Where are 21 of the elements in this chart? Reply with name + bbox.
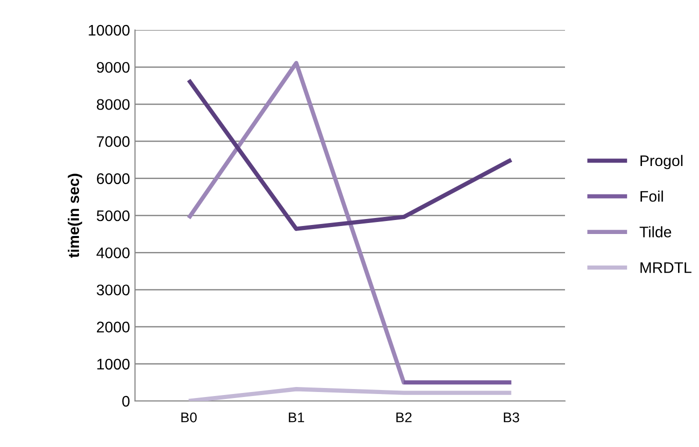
legend-label: MRDTL <box>640 262 692 273</box>
x-tick-label: B0 <box>181 412 197 422</box>
y-tick-label: 1000 <box>97 358 130 370</box>
legend-label: Tilde <box>640 226 672 238</box>
y-tick-label: 0 <box>122 396 130 407</box>
y-tick-label: 9000 <box>96 62 130 73</box>
x-tick-label: B1 <box>288 412 304 422</box>
y-tick-label: 6000 <box>96 173 130 184</box>
y-tick-label: 5000 <box>96 210 130 222</box>
y-tick-label: 10000 <box>88 24 130 36</box>
x-tick-label: B2 <box>396 412 412 422</box>
legend-label: Foil <box>640 190 663 202</box>
y-tick-label: 2000 <box>96 322 130 332</box>
y-tick-label: 4000 <box>96 247 130 258</box>
y-tick-label: 8000 <box>96 99 130 110</box>
y-tick-label: 3000 <box>96 284 130 296</box>
legend-label: Progol <box>640 154 682 170</box>
line-series <box>186 78 514 231</box>
y-axis-title: time(in sec) <box>68 174 82 258</box>
y-tick-label: 7000 <box>96 136 130 147</box>
x-tick-label: B3 <box>504 412 520 422</box>
